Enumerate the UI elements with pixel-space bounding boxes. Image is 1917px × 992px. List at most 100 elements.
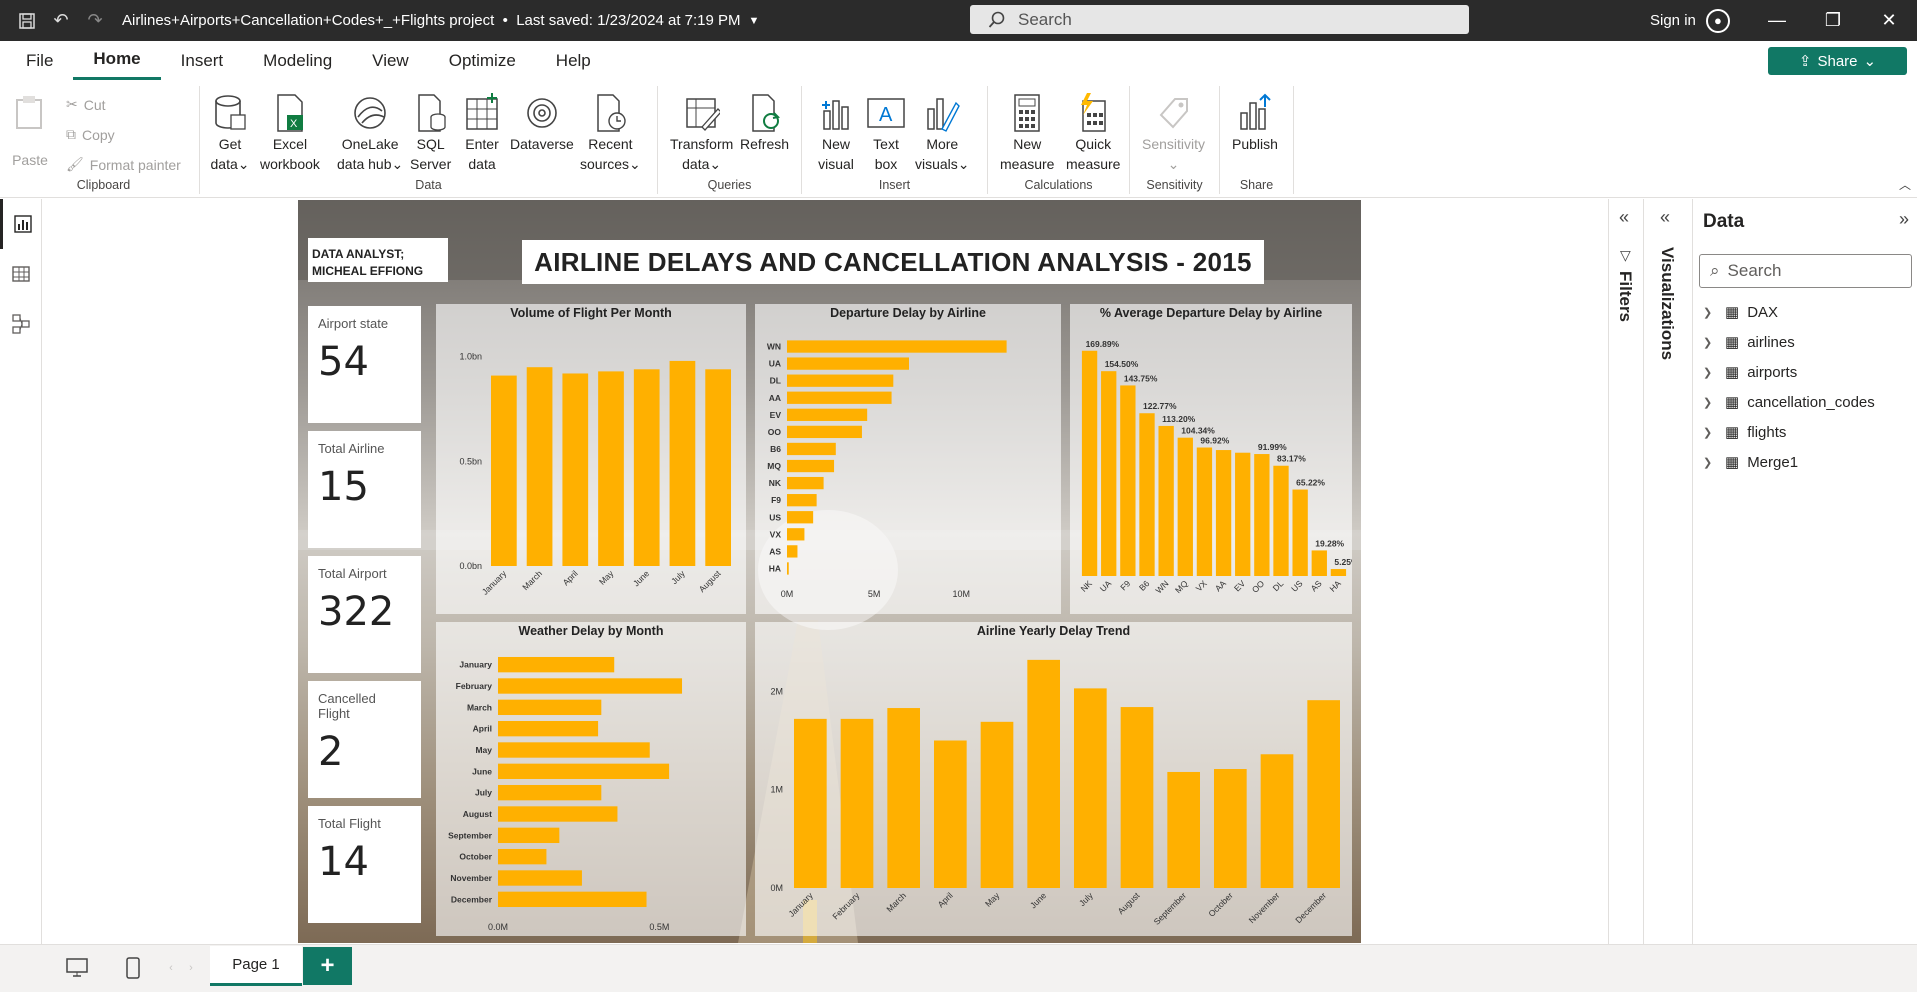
search-input[interactable]: Search bbox=[970, 5, 1469, 34]
x-tick-label: F9 bbox=[1118, 578, 1132, 592]
title-dropdown-icon[interactable]: ▼ bbox=[748, 14, 760, 27]
sensitivity-button[interactable]: Sensitivity ⌄ bbox=[1142, 92, 1205, 174]
excel-workbook-button[interactable]: X Excel workbook bbox=[260, 92, 320, 174]
collapse-left-icon[interactable]: « bbox=[1619, 207, 1630, 227]
mobile-layout-icon[interactable] bbox=[118, 953, 148, 983]
new-visual-button[interactable]: New visual bbox=[816, 92, 856, 174]
undo-icon[interactable]: ↶ bbox=[53, 10, 69, 30]
text-box-label-1: Text bbox=[873, 136, 899, 152]
more-visuals-button[interactable]: More visuals⌄ bbox=[915, 92, 970, 174]
model-view-icon[interactable] bbox=[0, 299, 42, 349]
restore-icon[interactable]: ❐ bbox=[1824, 10, 1842, 30]
database-icon bbox=[210, 92, 250, 134]
transform-data-button[interactable]: Transform data⌄ bbox=[670, 92, 733, 174]
filters-pane[interactable]: « ▽ Filters bbox=[1608, 199, 1644, 944]
table-item-flights[interactable]: ❯ ▦ flights bbox=[1703, 423, 1786, 442]
chart-yearly-delay-trend[interactable]: Airline Yearly Delay Trend 2M 1M 0M January… bbox=[755, 622, 1352, 936]
chevron-right-icon: ❯ bbox=[1703, 366, 1713, 379]
kpi-value: 322 bbox=[318, 589, 395, 635]
publish-button[interactable]: Publish bbox=[1232, 92, 1278, 154]
bar-may bbox=[598, 371, 624, 566]
menu-view[interactable]: View bbox=[372, 50, 409, 70]
table-item-dax[interactable]: ❯ ▦ DAX bbox=[1703, 303, 1778, 322]
bar-january bbox=[491, 375, 517, 566]
menu-optimize[interactable]: Optimize bbox=[448, 50, 516, 70]
share-button[interactable]: ⇪ Share ⌄ bbox=[1768, 47, 1907, 75]
recent-sources-icon bbox=[590, 92, 630, 134]
bar-march bbox=[887, 708, 920, 888]
table-item-cancellation-codes[interactable]: ❯ ▦ cancellation_codes bbox=[1703, 393, 1875, 412]
report-view-icon[interactable] bbox=[0, 199, 42, 249]
kpi-card-total-flight[interactable]: Total Flight 14 bbox=[308, 806, 421, 923]
cut-button[interactable]: ✂ Cut bbox=[66, 96, 106, 113]
text-box-button[interactable]: A Text box bbox=[866, 92, 906, 174]
scroll-left-icon[interactable]: ‹ bbox=[169, 962, 173, 974]
visualizations-pane[interactable]: « Visualizations bbox=[1644, 199, 1693, 944]
format-painter-button[interactable]: 🖌 Format painter bbox=[66, 156, 181, 173]
calculator-table-icon: ▦ bbox=[1725, 304, 1740, 321]
x-tick-label: EV bbox=[1232, 578, 1247, 593]
scissors-icon: ✂ bbox=[66, 96, 78, 112]
table-item-airlines[interactable]: ❯ ▦ airlines bbox=[1703, 333, 1795, 352]
collapse-left-icon[interactable]: « bbox=[1660, 207, 1671, 227]
save-icon[interactable] bbox=[10, 6, 44, 36]
refresh-icon bbox=[745, 92, 785, 134]
menu-modeling[interactable]: Modeling bbox=[263, 50, 333, 70]
x-tick-label: DL bbox=[1271, 578, 1286, 593]
data-group-label: Data bbox=[415, 178, 442, 192]
page-tabs-bar: ‹ › Page 1 + bbox=[0, 944, 1917, 992]
paste-button[interactable]: Paste bbox=[10, 92, 50, 170]
table-name: airlines bbox=[1747, 333, 1795, 351]
menu-help[interactable]: Help bbox=[555, 50, 591, 70]
sql-server-button[interactable]: SQL Server bbox=[410, 92, 451, 174]
copy-label: Copy bbox=[82, 126, 115, 143]
close-icon[interactable]: ✕ bbox=[1881, 10, 1897, 30]
collapse-ribbon-icon[interactable]: ︿ bbox=[1898, 178, 1911, 192]
new-measure-button[interactable]: New measure bbox=[1000, 92, 1054, 174]
copy-button[interactable]: ⧉ Copy bbox=[66, 126, 115, 143]
data-label: 113.20% bbox=[1162, 414, 1196, 424]
menu-insert[interactable]: Insert bbox=[180, 50, 224, 70]
refresh-button[interactable]: Refresh bbox=[740, 92, 789, 154]
y-tick-label: 0.0bn bbox=[459, 561, 482, 571]
table-item-merge1[interactable]: ❯ ▦ Merge1 bbox=[1703, 453, 1798, 472]
dataverse-button[interactable]: Dataverse bbox=[510, 92, 574, 154]
recent-sources-button[interactable]: Recent sources⌄ bbox=[580, 92, 641, 174]
kpi-card-total-airport[interactable]: Total Airport 322 bbox=[308, 556, 421, 673]
get-data-button[interactable]: Get data⌄ bbox=[210, 92, 250, 174]
y-tick-label: OO bbox=[768, 427, 782, 437]
sign-in-button[interactable]: Sign in ● bbox=[1650, 0, 1730, 41]
menu-file[interactable]: File bbox=[26, 50, 54, 70]
chart-avg-departure-delay-pct[interactable]: % Average Departure Delay by Airline NK 1… bbox=[1070, 304, 1352, 614]
x-tick-label: MQ bbox=[1173, 578, 1190, 595]
expand-right-icon[interactable]: » bbox=[1898, 209, 1909, 229]
page-tab-1[interactable]: Page 1 bbox=[210, 946, 302, 986]
chart-flight-volume-by-month[interactable]: Volume of Flight Per Month 1.0bn 0.5bn 0.0… bbox=[436, 304, 746, 614]
table-item-airports[interactable]: ❯ ▦ airports bbox=[1703, 363, 1797, 382]
bar-vx bbox=[1196, 447, 1213, 576]
text-box-icon: A bbox=[866, 92, 906, 134]
quick-measure-button[interactable]: Quick measure bbox=[1066, 92, 1120, 174]
kpi-value: 2 bbox=[318, 729, 344, 775]
kpi-card-airport-state[interactable]: Airport state 54 bbox=[308, 306, 421, 423]
desktop-layout-icon[interactable] bbox=[62, 953, 92, 983]
onelake-label-2: data hub⌄ bbox=[337, 156, 404, 172]
data-search-input[interactable]: ⌕ Search bbox=[1699, 254, 1912, 288]
chart-weather-delay-by-month[interactable]: Weather Delay by Month January February Ma… bbox=[436, 622, 746, 936]
new-visual-label-2: visual bbox=[818, 156, 854, 172]
redo-icon[interactable]: ↷ bbox=[87, 10, 103, 30]
document-title[interactable]: Airlines+Airports+Cancellation+Codes+_+F… bbox=[122, 12, 741, 29]
chart-title: % Average Departure Delay by Airline bbox=[1099, 306, 1323, 320]
menu-home[interactable]: Home bbox=[73, 41, 161, 80]
kpi-card-total-airline[interactable]: Total Airline 15 bbox=[308, 431, 421, 548]
minimize-icon[interactable]: — bbox=[1768, 10, 1786, 30]
kpi-card-cancelled-flight[interactable]: Cancelled Flight 2 bbox=[308, 681, 421, 798]
report-page[interactable]: DATA ANALYST; MICHEAL EFFIONG AIRLINE DE… bbox=[298, 200, 1361, 943]
enter-data-button[interactable]: Enter data bbox=[462, 92, 502, 174]
kpi-value: 54 bbox=[318, 339, 369, 385]
scroll-right-icon[interactable]: › bbox=[189, 962, 193, 974]
onelake-button[interactable]: OneLake data hub⌄ bbox=[337, 92, 403, 174]
add-page-button[interactable]: + bbox=[303, 947, 352, 985]
chart-departure-delay-by-airline[interactable]: Departure Delay by Airline WN UA DL AA EV OO B… bbox=[755, 304, 1061, 614]
table-view-icon[interactable] bbox=[0, 249, 42, 299]
